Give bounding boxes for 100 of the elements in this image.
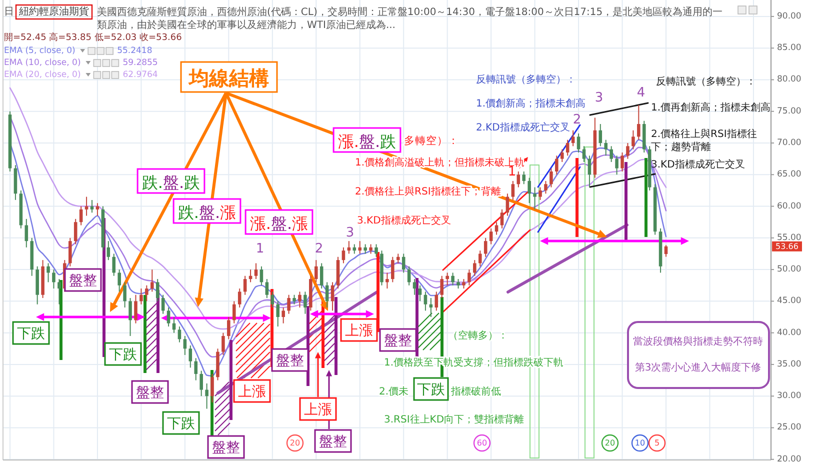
- candlestick: [434, 291, 438, 312]
- candlestick: [582, 146, 586, 162]
- candlestick: [358, 240, 362, 254]
- candlestick: [52, 269, 56, 290]
- annotation: 2.價格往上與RSI指標往下；趨勢背離: [651, 128, 757, 152]
- candlestick: [412, 278, 416, 296]
- annotation: 3: [594, 90, 604, 106]
- text: 53.66: [776, 242, 798, 251]
- candlestick: [178, 326, 182, 343]
- candlestick: [598, 124, 602, 147]
- annotation: 盤整: [136, 385, 164, 401]
- candlestick: [468, 269, 471, 286]
- annotation: 盤整: [69, 273, 97, 289]
- y-tick-label: 50.00: [777, 264, 802, 275]
- candlestick: [166, 307, 170, 327]
- annotation: 開=52.45 高=53.85 低=52.03 收=53.66: [4, 32, 182, 43]
- candlestick: [637, 104, 640, 140]
- candlestick: [265, 278, 269, 299]
- annotation: 漲.盤.漲: [250, 214, 308, 232]
- y-tick-label: 65.00: [777, 170, 802, 180]
- candlestick: [287, 294, 290, 314]
- candlestick: [205, 382, 208, 410]
- candlestick: [402, 253, 406, 274]
- candlestick: [550, 168, 553, 188]
- candlestick: [145, 284, 148, 302]
- candlestick: [183, 335, 187, 356]
- y-tick-label: 70.00: [777, 138, 802, 148]
- candlestick: [511, 180, 515, 200]
- candlestick: [566, 139, 570, 156]
- annotation: 當波段價格與指標走勢不符時: [633, 336, 763, 348]
- candlestick: [478, 250, 482, 267]
- candlestick: [194, 358, 198, 381]
- candlestick: [112, 253, 116, 276]
- candlestick: [544, 180, 548, 194]
- candlestick: [604, 139, 608, 156]
- candlestick: [456, 278, 460, 290]
- annotation: 20: [604, 438, 616, 448]
- candlestick: [134, 294, 138, 324]
- y-tick-label: 20.00: [777, 454, 802, 464]
- candlestick: [260, 266, 264, 286]
- y-tick-label: 25.00: [777, 422, 802, 433]
- candlestick: [391, 256, 394, 283]
- candlestick: [222, 332, 225, 356]
- candlestick: [484, 237, 488, 258]
- text: EMA (10, close, 0): [4, 58, 81, 68]
- candlestick: [374, 244, 378, 258]
- annotation: 盤整: [384, 333, 412, 349]
- annotation: 62.9764: [122, 70, 158, 80]
- y-tick-label: 80.00: [777, 74, 802, 85]
- candlestick: [664, 244, 668, 258]
- candlestick: [200, 370, 203, 397]
- candlestick: [68, 237, 72, 267]
- candlestick: [46, 262, 50, 283]
- annotation: 4: [636, 86, 646, 100]
- candlestick: [396, 253, 400, 264]
- annotation: （空轉多）：: [448, 330, 508, 342]
- annotation: 下跌: [109, 347, 137, 363]
- candlestick: [118, 269, 121, 292]
- annotation: 指標破前低: [450, 386, 501, 398]
- candlestick: [364, 244, 367, 254]
- annotation: 多轉空）：: [404, 134, 459, 147]
- text: EMA (5, close, 0): [4, 46, 76, 56]
- candlestick: [232, 300, 236, 324]
- y-tick-label: 55.00: [777, 232, 802, 243]
- candlestick: [560, 148, 564, 162]
- candlestick: [424, 291, 428, 312]
- annotation: 3.RSI往上KD向下；雙指標背離: [384, 414, 524, 426]
- annotation: 上漲: [238, 384, 266, 400]
- candlestick: [632, 130, 635, 150]
- candlestick: [451, 272, 454, 286]
- annotation: 第3次需小心進入大幅度下修: [634, 362, 762, 374]
- annotation: 下跌: [417, 382, 445, 398]
- candlestick: [238, 288, 242, 308]
- annotation: 2: [314, 242, 324, 256]
- annotation: 下跌: [167, 416, 195, 432]
- candlestick: [440, 275, 444, 299]
- annotation: 跌.盤.漲: [178, 202, 236, 222]
- candlestick: [407, 266, 411, 286]
- candlestick: [555, 155, 558, 176]
- annotation: 反轉訊號（多轉空）：: [656, 76, 756, 88]
- y-tick-label: 60.00: [777, 201, 802, 212]
- candlestick: [489, 228, 493, 245]
- annotation: 60: [476, 438, 488, 448]
- candlestick: [473, 260, 476, 276]
- annotation: 跌.盤.跌: [142, 172, 200, 192]
- candlestick: [304, 291, 307, 314]
- annotation: 均線結構: [188, 66, 269, 90]
- candlestick: [140, 288, 143, 305]
- candlestick: [188, 344, 192, 368]
- annotation: 下跌: [17, 326, 45, 342]
- annotation: 日: [4, 6, 14, 18]
- candlestick: [386, 272, 389, 290]
- annotation: 盤整: [319, 434, 347, 450]
- candlestick: [320, 262, 324, 290]
- candlestick: [270, 291, 274, 308]
- candlestick: [576, 133, 580, 153]
- annotation: 2.KD指標成死亡交叉: [476, 122, 570, 134]
- text: 美國西德克薩斯輕質原油，西德州原油(代碼：CL)，交易時間：正常盤10:00～14:30，電子盤18:00～次日17:15，是北美地區較為通用的一類原油，由於美國在全球的軍事以及經濟能力，WTI原油已經成為...: [97, 6, 723, 30]
- annotation: 5: [654, 438, 660, 448]
- annotation: 2: [572, 112, 582, 128]
